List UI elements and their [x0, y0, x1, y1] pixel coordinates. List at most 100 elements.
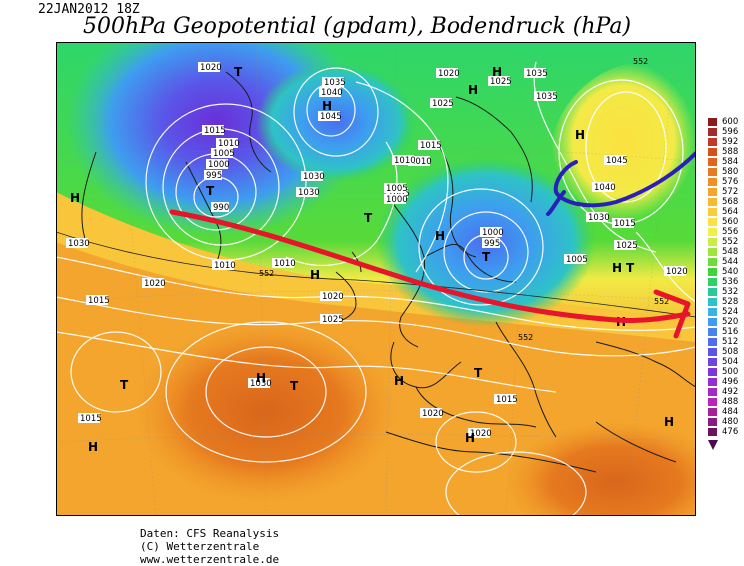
legend-swatch	[708, 358, 717, 366]
low-marker: T	[206, 184, 215, 198]
legend-swatch	[708, 188, 717, 196]
legend-label: 488	[722, 397, 739, 407]
pressure-label: 1020	[666, 267, 688, 277]
legend-label: 560	[722, 217, 739, 227]
legend-label: 524	[722, 307, 739, 317]
credits: Daten: CFS Reanalysis (C) Wetterzentrale…	[140, 527, 279, 566]
legend-label: 564	[722, 207, 739, 217]
high-marker: H	[70, 191, 80, 205]
pressure-label: 1035	[324, 78, 346, 88]
isohypse-552	[56, 231, 696, 318]
pressure-label: 1015	[204, 126, 226, 136]
low-marker: T	[474, 366, 483, 380]
legend-label: 476	[722, 427, 739, 437]
pressure-label: 1020	[422, 409, 444, 419]
legend-swatch	[708, 418, 717, 426]
legend-label: 516	[722, 327, 739, 337]
legend-label: 600	[722, 117, 739, 127]
pressure-label: 1005	[213, 149, 235, 159]
legend-swatch	[708, 198, 717, 206]
legend-label: 508	[722, 347, 739, 357]
low-marker: T	[364, 211, 373, 225]
pressure-label: 1025	[490, 77, 512, 87]
pressure-label: 1015	[420, 141, 442, 151]
high-marker: H	[664, 415, 674, 429]
pressure-label: 1025	[616, 241, 638, 251]
legend-swatch	[708, 148, 717, 156]
high-marker: H	[468, 83, 478, 97]
legend-swatch	[708, 368, 717, 376]
pressure-label: 1010	[394, 156, 416, 166]
pressure-label: 1045	[606, 156, 628, 166]
pressure-label: 1015	[496, 395, 518, 405]
isobars	[56, 61, 696, 516]
low-marker: T	[482, 250, 491, 264]
high-marker: H	[435, 229, 445, 243]
high-marker: H	[88, 440, 98, 454]
legend-swatch	[708, 348, 717, 356]
pressure-label: 1025	[432, 99, 454, 109]
pressure-label: 1045	[320, 112, 342, 122]
high-marker: H	[612, 261, 622, 275]
legend-swatch	[708, 248, 717, 256]
legend-swatch	[708, 378, 717, 386]
pressure-label: 1015	[88, 296, 110, 306]
isohypse-labels: 552 552 552 552	[259, 57, 669, 342]
legend-label: 512	[722, 337, 739, 347]
pressure-label: 1010	[274, 259, 296, 269]
legend-swatch	[708, 388, 717, 396]
legend-swatch	[708, 118, 717, 126]
legend-swatch	[708, 158, 717, 166]
map-title: 500hPa Geopotential (gpdam), Bodendruck …	[83, 14, 632, 39]
pressure-label: 1030	[250, 379, 272, 389]
high-marker: H	[394, 374, 404, 388]
pressure-label: 1040	[594, 183, 616, 193]
pressure-label: 1030	[303, 172, 325, 182]
pressure-label: 1005	[566, 255, 588, 265]
high-marker: H	[492, 65, 502, 79]
credits-copyright: (C) Wetterzentrale	[140, 540, 260, 553]
low-marker: T	[120, 378, 129, 392]
pressure-label: 1005	[386, 184, 408, 194]
legend-label: 536	[722, 277, 739, 287]
legend-label: 572	[722, 187, 739, 197]
pressure-label: 1000	[386, 195, 408, 205]
legend-label: 532	[722, 287, 739, 297]
legend-label: 584	[722, 157, 739, 167]
low-marker: T	[626, 261, 635, 275]
pressure-label: 1020	[200, 63, 222, 73]
pressure-label: 1040	[321, 88, 343, 98]
legend-swatch	[708, 318, 717, 326]
pressure-label: 1030	[588, 213, 610, 223]
blue-arrow-annotation	[546, 150, 696, 216]
pressure-label: 1000	[208, 160, 230, 170]
pressure-label: 1030	[298, 188, 320, 198]
legend-label: 504	[722, 357, 739, 367]
legend-label: 556	[722, 227, 739, 237]
isohypse-label: 552	[259, 269, 274, 278]
low-markers: T T T T T T T T	[120, 65, 635, 393]
pressure-label: 995	[484, 239, 500, 249]
legend-swatch	[708, 288, 717, 296]
legend-label: 576	[722, 177, 739, 187]
legend-swatch	[708, 398, 717, 406]
pressure-label: 990	[213, 203, 229, 213]
pressure-label: 1035	[526, 69, 548, 79]
legend-swatch	[708, 428, 717, 436]
legend-swatch	[708, 238, 717, 246]
map-date: 22JAN2012 18Z	[38, 2, 140, 17]
pressure-label: 1010	[410, 157, 432, 167]
isohypse-label: 552	[633, 57, 648, 66]
high-marker: H	[465, 431, 475, 445]
legend-label: 492	[722, 387, 739, 397]
pressure-label: 1030	[68, 239, 90, 249]
legend-label: 484	[722, 407, 739, 417]
legend-swatch	[708, 258, 717, 266]
legend-swatch	[708, 408, 717, 416]
legend-label: 568	[722, 197, 739, 207]
warm-core-southeast	[506, 422, 696, 516]
legend-swatch	[708, 298, 717, 306]
legend-label: 580	[722, 167, 739, 177]
pressure-label: 1025	[322, 315, 344, 325]
credits-url: www.wetterzentrale.de	[140, 553, 280, 566]
